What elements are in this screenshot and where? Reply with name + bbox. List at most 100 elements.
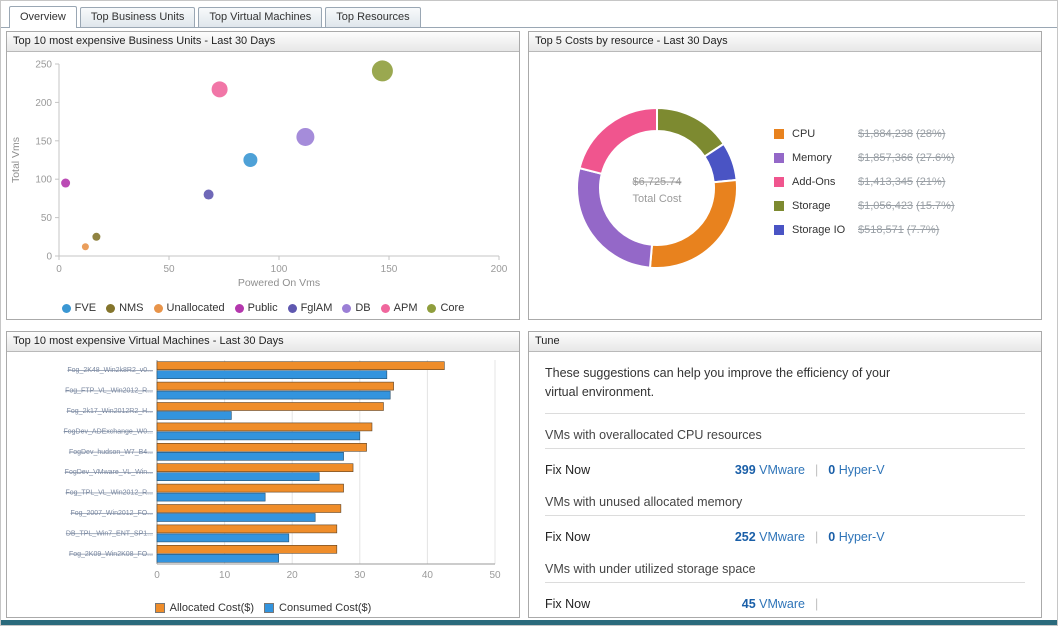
svg-text:50: 50 — [41, 213, 53, 224]
tune-panel: Tune These suggestions can help you impr… — [528, 331, 1042, 618]
legend-swatch-icon — [774, 153, 784, 163]
svg-text:Fog_2K48_Win2k8R2_v0...: Fog_2K48_Win2k8R2_v0... — [67, 367, 153, 374]
legend-label: Unallocated — [166, 302, 225, 314]
vmware-count[interactable]: 45 — [741, 596, 756, 611]
tab-top-virtual-machines[interactable]: Top Virtual Machines — [198, 7, 323, 28]
vmware-count[interactable]: 399 — [734, 462, 756, 477]
legend-label: Allocated Cost($) — [169, 602, 255, 614]
hyperv-link[interactable]: Hyper-V — [838, 529, 885, 544]
fix-now-link[interactable]: Fix Now — [545, 462, 591, 477]
tab-overview[interactable]: Overview — [9, 6, 77, 28]
svg-text:250: 250 — [35, 60, 52, 71]
tune-suggestion-cpu: VMs with overallocated CPU resources Fix… — [545, 428, 1025, 481]
legend-swatch-icon — [427, 303, 437, 313]
svg-text:0: 0 — [56, 264, 62, 275]
legend-swatch-icon — [106, 303, 116, 313]
svg-text:Powered On Vms: Powered On Vms — [238, 277, 320, 289]
fix-now-link[interactable]: Fix Now — [545, 529, 591, 544]
svg-text:DB_TPL_Win7_ENT_SP1...: DB_TPL_Win7_ENT_SP1... — [66, 530, 153, 537]
tab-top-resources[interactable]: Top Resources — [325, 7, 421, 28]
legend-swatch-icon — [287, 303, 297, 313]
resource-cost: $518,571 — [858, 224, 904, 236]
legend-label: Public — [247, 302, 278, 314]
vmware-count[interactable]: 252 — [734, 529, 756, 544]
business-units-panel-title: Top 10 most expensive Business Units - L… — [7, 32, 519, 52]
svg-text:0: 0 — [154, 570, 160, 581]
hyperv-link[interactable]: Hyper-V — [838, 462, 885, 477]
legend-swatch-icon — [154, 603, 165, 613]
svg-text:Fog_2007_Win2012_FO...: Fog_2007_Win2012_FO... — [71, 510, 154, 517]
svg-text:FogDev_hudson_W7_B4...: FogDev_hudson_W7_B4... — [69, 449, 153, 456]
tune-suggestion-memory: VMs with unused allocated memory Fix Now… — [545, 495, 1025, 548]
divider — [545, 412, 1025, 414]
resource-legend-row: Add-Ons $1,413,345 (21%) — [774, 170, 955, 194]
resource-percent: (7.7%) — [906, 224, 940, 236]
svg-text:200: 200 — [35, 98, 52, 109]
legend-swatch-icon — [264, 603, 275, 613]
legend-item-fglam: FglAM — [287, 302, 333, 314]
hyperv-count[interactable]: 0 — [828, 529, 836, 544]
tune-panel-title: Tune — [529, 332, 1041, 352]
separator: | — [815, 462, 819, 477]
resource-cost: $1,884,238 — [858, 128, 914, 140]
svg-text:50: 50 — [163, 264, 175, 275]
legend-item-unallocated: Unallocated — [153, 302, 225, 314]
vmware-link[interactable]: VMware — [759, 529, 805, 544]
legend-item-core: Core — [427, 302, 464, 314]
legend-item-fve: FVE — [61, 302, 97, 314]
vmware-link[interactable]: VMware — [759, 596, 805, 611]
resource-name: Storage IO — [792, 224, 846, 236]
separator: | — [815, 529, 819, 544]
svg-text:100: 100 — [271, 264, 288, 275]
costs-donut-legend: CPU $1,884,238 (28%) Memory $1,857,366 (27.6%… — [774, 122, 955, 242]
legend-item-db: DB — [342, 302, 371, 314]
legend-swatch-icon — [774, 129, 784, 139]
legend-swatch-icon — [774, 201, 784, 211]
suggestion-heading: VMs with overallocated CPU resources — [545, 427, 762, 442]
bottom-accent-bar — [1, 620, 1057, 625]
svg-text:$6,725.74: $6,725.74 — [633, 176, 682, 188]
svg-text:10: 10 — [219, 570, 231, 581]
resource-name: Storage — [792, 200, 831, 212]
resource-name: CPU — [792, 128, 816, 140]
bubble-chart-legend: FVE NMS Unallocated Public FglAM DB APM Core — [7, 295, 519, 321]
legend-label: FglAM — [300, 302, 333, 314]
legend-swatch-icon — [234, 303, 244, 313]
svg-text:0: 0 — [46, 252, 52, 263]
svg-text:Total Vms: Total Vms — [10, 137, 22, 183]
legend-label: Core — [440, 302, 465, 314]
svg-text:Total Cost: Total Cost — [633, 193, 682, 205]
legend-label: APM — [393, 302, 418, 314]
divider — [545, 514, 1025, 516]
resource-legend-row: Memory $1,857,366 (27.6%) — [774, 146, 955, 170]
tune-suggestion-storage: VMs with under utilized storage space Fi… — [545, 562, 1025, 615]
legend-label: DB — [355, 302, 371, 314]
tab-top-business-units[interactable]: Top Business Units — [79, 7, 196, 28]
legend-item-nms: NMS — [106, 302, 144, 314]
resource-name: Add-Ons — [792, 176, 836, 188]
fix-now-link[interactable]: Fix Now — [545, 596, 591, 611]
svg-text:100: 100 — [35, 175, 52, 186]
suggestion-row: Fix Now 252 VMware | 0 Hyper-V — [545, 522, 1025, 548]
legend-item-allocated-cost-: Allocated Cost($) — [154, 602, 255, 614]
resource-percent: (27.6%) — [916, 152, 955, 164]
svg-text:50: 50 — [489, 570, 501, 581]
suggestion-row: Fix Now 45 VMware | — [545, 589, 1025, 615]
resource-cost: $1,857,366 — [858, 152, 914, 164]
tabbar-baseline — [1, 27, 1057, 28]
svg-text:Fog_FTP_VL_Win2012_R...: Fog_FTP_VL_Win2012_R... — [65, 388, 153, 395]
svg-text:FogDev_ADExchange_W0...: FogDev_ADExchange_W0... — [64, 428, 154, 435]
legend-item-consumed-cost-: Consumed Cost($) — [264, 602, 371, 614]
legend-label: FVE — [74, 302, 97, 314]
resource-percent: (15.7%) — [916, 200, 955, 212]
suggestion-heading: VMs with unused allocated memory — [545, 494, 743, 509]
divider — [545, 581, 1025, 583]
resource-legend-row: Storage IO $518,571 (7.7%) — [774, 218, 955, 242]
business-units-bubble-chart: 0 50 100 150 200 0 50 100 150 200 250 Powered On Vm… — [10, 60, 508, 290]
hyperv-count[interactable]: 0 — [828, 462, 836, 477]
virtual-machines-panel-title: Top 10 most expensive Virtual Machines -… — [7, 332, 519, 352]
vmware-link[interactable]: VMware — [759, 462, 805, 477]
legend-item-public: Public — [234, 302, 278, 314]
divider — [545, 447, 1025, 449]
